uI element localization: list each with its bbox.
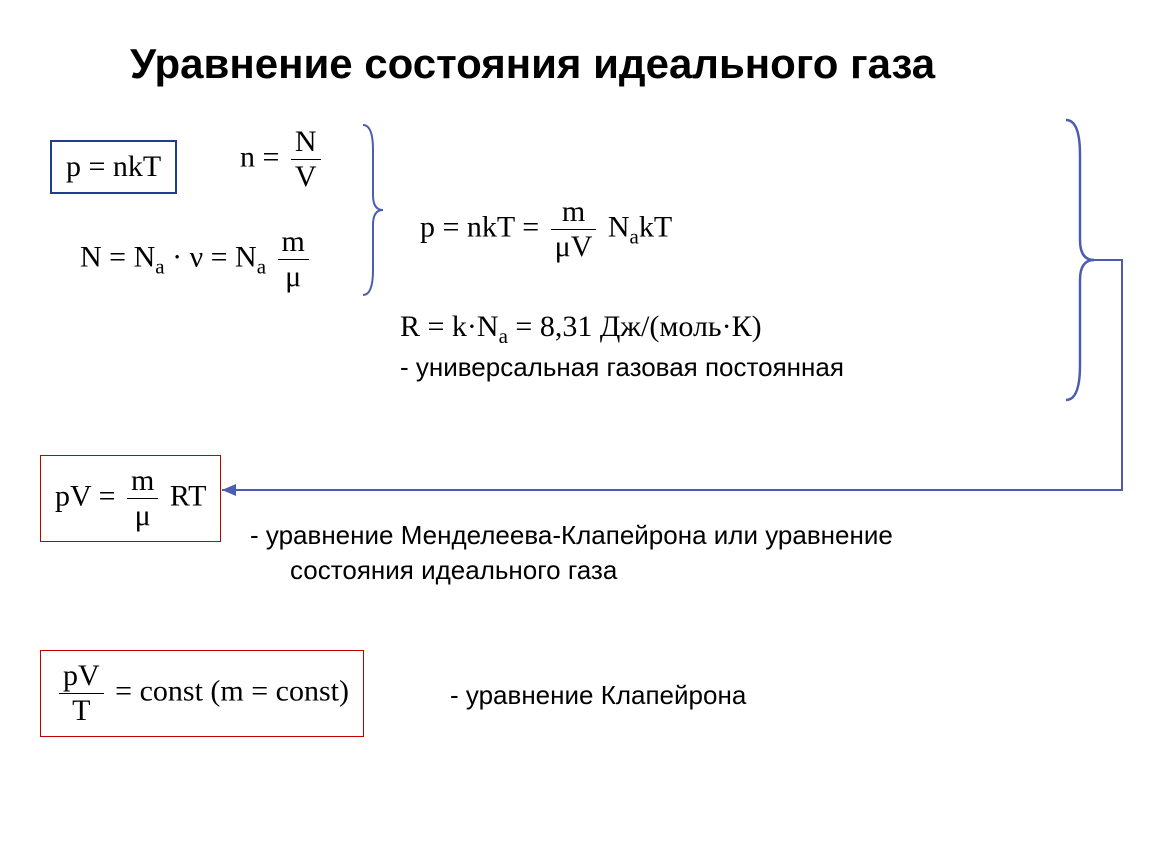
mendeleev-desc2: состояния идеального газа bbox=[290, 555, 617, 586]
eq-mendeleev-den: μ bbox=[127, 499, 158, 533]
eq-clapeyron-den: T bbox=[59, 694, 104, 728]
mendeleev-desc1: - уравнение Менделеева-Клапейрона или ур… bbox=[250, 520, 893, 551]
page-title: Уравнение состояния идеального газа bbox=[130, 40, 935, 88]
eq-mendeleev-lhs: pV = bbox=[55, 479, 116, 512]
clapeyron-desc: - уравнение Клапейрона bbox=[450, 680, 746, 711]
eq-clapeyron-num: pV bbox=[59, 659, 104, 694]
eq-clapeyron-box: pV T = const (m = const) bbox=[40, 650, 364, 737]
eq-mendeleev-box: pV = m μ RT bbox=[40, 455, 221, 542]
eq-clapeyron-rhs: = const (m = const) bbox=[115, 674, 349, 707]
eq-mendeleev-rhs: RT bbox=[170, 479, 207, 512]
eq-mendeleev-num: m bbox=[127, 464, 158, 499]
